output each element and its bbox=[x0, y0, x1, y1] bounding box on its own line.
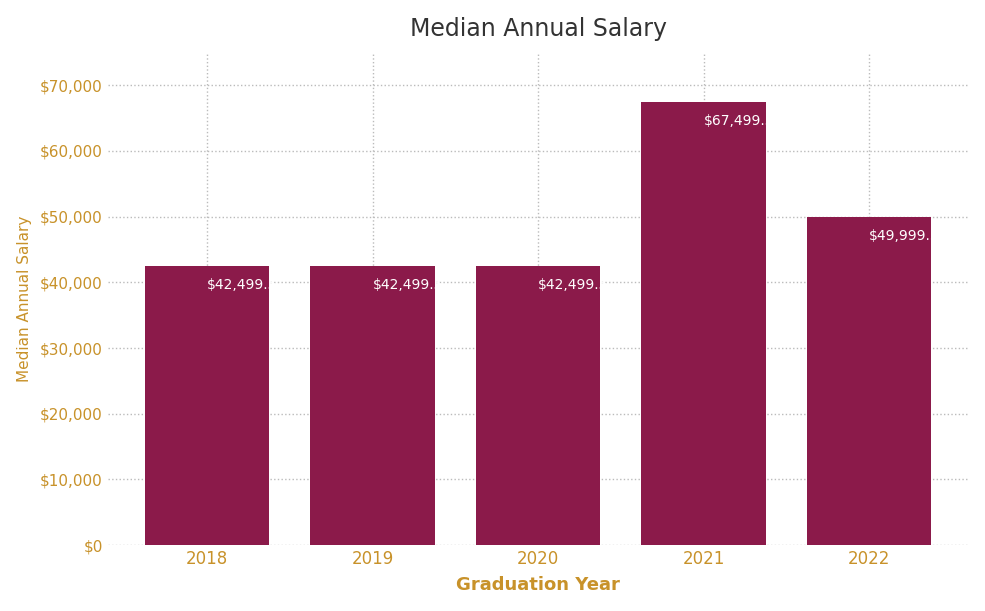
Bar bbox=[476, 266, 600, 545]
Bar bbox=[310, 266, 434, 545]
Y-axis label: Median Annual Salary: Median Annual Salary bbox=[17, 216, 32, 382]
Text: $67,499.5: $67,499.5 bbox=[703, 114, 774, 128]
Text: $49,999.5: $49,999.5 bbox=[869, 229, 940, 243]
Bar bbox=[641, 101, 765, 545]
Text: $42,499.5: $42,499.5 bbox=[372, 278, 443, 292]
Text: $42,499.5: $42,499.5 bbox=[207, 278, 278, 292]
Title: Median Annual Salary: Median Annual Salary bbox=[410, 16, 667, 41]
Text: $42,499.5: $42,499.5 bbox=[538, 278, 609, 292]
Bar bbox=[145, 266, 269, 545]
Bar bbox=[807, 217, 931, 545]
X-axis label: Graduation Year: Graduation Year bbox=[456, 576, 620, 595]
